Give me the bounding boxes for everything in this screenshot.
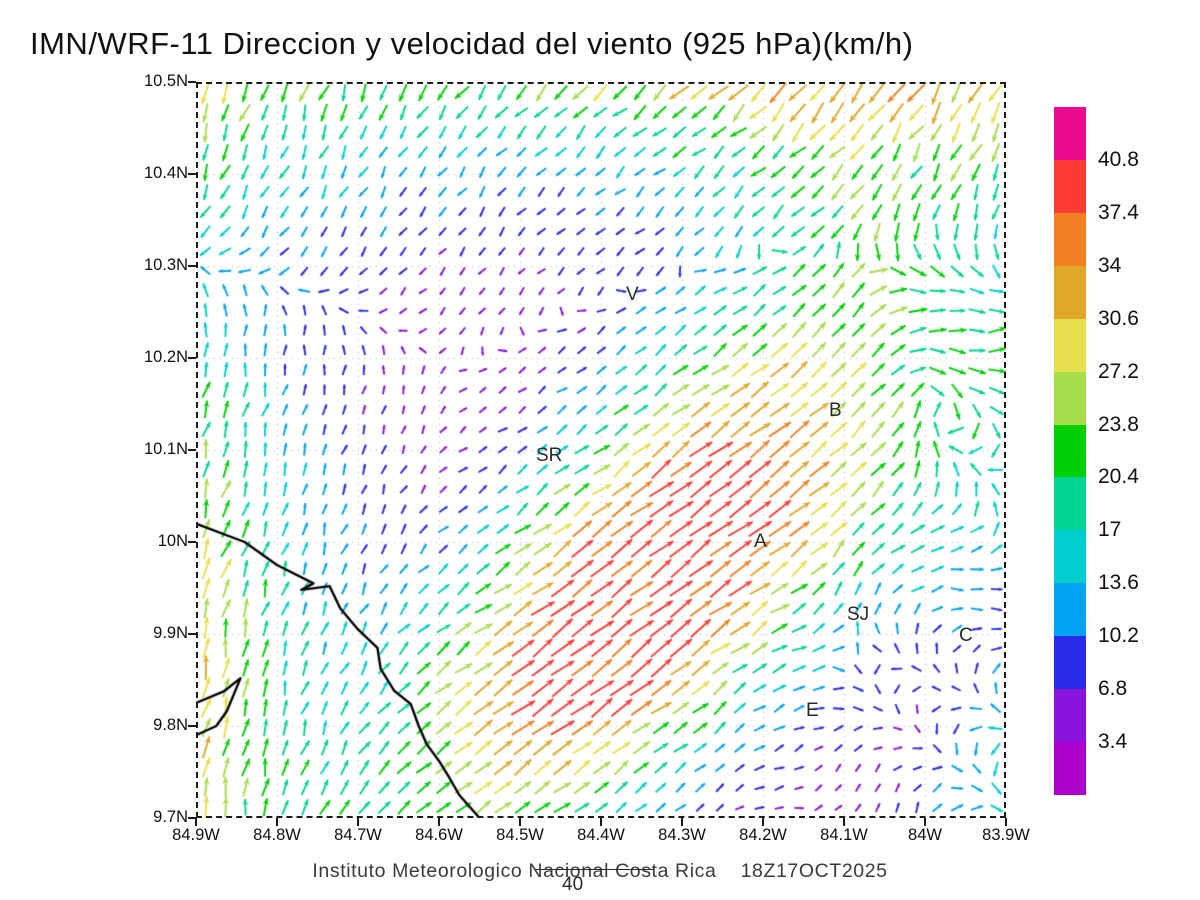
- x-axis-tick-label: 84.2W: [739, 826, 787, 844]
- colorbar-tick-label: 40.8: [1098, 147, 1139, 171]
- x-axis-tick: [762, 818, 764, 826]
- x-axis-tick-label: 84.4W: [577, 826, 625, 844]
- colorbar-band: [1054, 371, 1086, 425]
- x-axis-tick-label: 84.8W: [253, 826, 301, 844]
- colorbar-band: [1054, 742, 1086, 795]
- coastline-overlay: [196, 82, 1006, 818]
- map-label-a: A: [754, 531, 767, 552]
- footer-text: Instituto Meteorologico Nacional Costa R…: [0, 860, 1200, 883]
- colorbar-tick-label: 30.6: [1098, 306, 1139, 330]
- x-axis-tick: [438, 818, 440, 826]
- reference-vector-line: [535, 869, 653, 870]
- x-axis-tick: [195, 818, 197, 826]
- y-axis-tick: [188, 265, 196, 267]
- map-label-v: V: [626, 284, 639, 305]
- colorbar-tick-label: 27.2: [1098, 359, 1139, 383]
- colorbar-band: [1054, 583, 1086, 637]
- y-axis-tick-label: 10.4N: [143, 164, 188, 182]
- x-axis-tick: [924, 818, 926, 826]
- page-title: IMN/WRF-11 Direccion y velocidad del vie…: [30, 26, 914, 61]
- footer-institute: Instituto Meteorologico Nacional Costa R…: [312, 860, 717, 882]
- colorbar-band: [1054, 212, 1086, 266]
- colorbar-band: [1054, 689, 1086, 743]
- x-axis-tick-label: 83.9W: [982, 826, 1030, 844]
- y-axis-tick: [188, 633, 196, 635]
- x-axis-tick-label: 84.9W: [172, 826, 220, 844]
- x-axis-tick-label: 84W: [908, 826, 942, 844]
- colorbar-tick-label: 20.4: [1098, 465, 1139, 489]
- y-axis-tick-label: 10.3N: [143, 256, 188, 274]
- colorbar-tick-label: 10.2: [1098, 624, 1139, 648]
- y-axis-tick-label: 9.7N: [153, 808, 188, 826]
- colorbar-tick-label: 6.8: [1098, 677, 1128, 701]
- colorbar-band: [1054, 477, 1086, 531]
- y-axis-tick-label: 9.9N: [153, 624, 188, 642]
- colorbar-band: [1054, 265, 1086, 319]
- map-label-sr: SR: [536, 445, 563, 466]
- map-label-sj: SJ: [847, 604, 870, 625]
- colorbar-tick-label: 34: [1098, 253, 1122, 277]
- x-axis-tick: [357, 818, 359, 826]
- y-axis-tick-label: 10.2N: [143, 348, 188, 366]
- map-label-e: E: [806, 700, 819, 721]
- y-axis-tick: [188, 817, 196, 819]
- y-axis-tick-label: 10.5N: [143, 72, 188, 90]
- colorbar-tick-label: 37.4: [1098, 200, 1139, 224]
- y-axis-tick: [188, 173, 196, 175]
- x-axis-tick-label: 84.6W: [415, 826, 463, 844]
- x-axis-tick-label: 84.5W: [496, 826, 544, 844]
- colorbar-tick-label: 23.8: [1098, 412, 1139, 436]
- colorbar-band: [1054, 318, 1086, 372]
- reference-vector-label: 40: [562, 874, 584, 895]
- x-axis-tick: [843, 818, 845, 826]
- map-plot-area: [196, 82, 1006, 818]
- colorbar-tick-label: 13.6: [1098, 571, 1139, 595]
- colorbar-tick-label: 3.4: [1098, 730, 1128, 754]
- x-axis-tick-label: 84.7W: [334, 826, 382, 844]
- footer-timestamp: 18Z17OCT2025: [740, 860, 888, 882]
- y-axis-tick: [188, 541, 196, 543]
- y-axis-tick: [188, 81, 196, 83]
- y-axis-tick: [188, 357, 196, 359]
- y-axis-tick-label: 10N: [157, 532, 188, 550]
- x-axis-tick: [519, 818, 521, 826]
- y-axis-tick-label: 10.1N: [143, 440, 188, 458]
- wind-speed-colorbar: [1054, 107, 1086, 795]
- colorbar-band: [1054, 107, 1086, 160]
- colorbar-band: [1054, 159, 1086, 213]
- colorbar-band: [1054, 530, 1086, 584]
- colorbar-tick-label: 17: [1098, 518, 1122, 542]
- y-axis-tick: [188, 725, 196, 727]
- y-axis-tick-label: 9.8N: [153, 716, 188, 734]
- x-axis-tick: [681, 818, 683, 826]
- map-label-b: B: [829, 400, 842, 421]
- colorbar-band: [1054, 424, 1086, 478]
- x-axis-tick: [276, 818, 278, 826]
- x-axis-tick-label: 84.1W: [820, 826, 868, 844]
- x-axis-tick: [600, 818, 602, 826]
- map-label-c: C: [959, 625, 973, 646]
- y-axis-tick: [188, 449, 196, 451]
- x-axis-tick: [1005, 818, 1007, 826]
- colorbar-band: [1054, 636, 1086, 690]
- x-axis-tick-label: 84.3W: [658, 826, 706, 844]
